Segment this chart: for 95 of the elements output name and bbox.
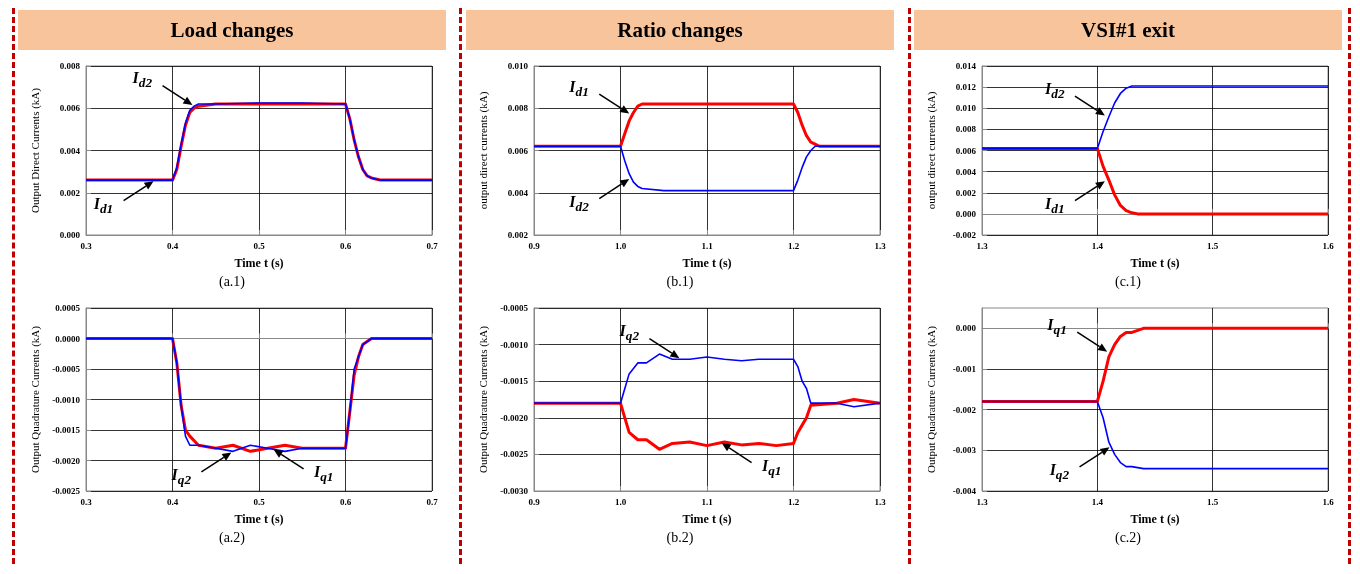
y-tick-label: 0.008	[507, 103, 529, 114]
x-tick-label: 0.6	[339, 496, 352, 507]
x-tick-label: 0.5	[253, 240, 266, 251]
y-tick-label: -0.0025	[500, 449, 529, 460]
x-tick-label: 1.4	[1091, 240, 1104, 251]
y-tick-label: -0.0010	[500, 339, 529, 350]
x-tick-label: 1.3	[976, 496, 989, 507]
annotation: I$_{d2}$	[132, 69, 153, 92]
y-tick-label: 0.006	[507, 145, 529, 156]
chart-title: Load changes	[18, 10, 446, 50]
y-tick-label: -0.004	[952, 486, 977, 496]
x-axis-title: Time t (s)	[1130, 256, 1180, 270]
y-tick-label: -0.0015	[500, 376, 529, 387]
y-tick-label: -0.0025	[52, 486, 81, 496]
y-tick-label: -0.0010	[52, 394, 81, 405]
chart-title: VSI#1 exit	[914, 10, 1342, 50]
y-tick-label: 0.002	[59, 187, 81, 198]
x-tick-label: 0.4	[166, 496, 179, 507]
y-tick-label: -0.0005	[52, 364, 81, 374]
y-tick-label: -0.002	[952, 404, 977, 415]
x-tick-label: 1.5	[1207, 496, 1219, 507]
annotation: I$_{q1}$	[761, 456, 782, 479]
y-tick-label: 0.002	[507, 230, 529, 240]
x-axis-title: Time t (s)	[234, 256, 284, 270]
annotation: I$_{d1}$	[1045, 195, 1065, 218]
x-tick-label: 1.3	[874, 240, 887, 251]
x-tick-label: 0.4	[166, 240, 179, 251]
text: (a.2)	[217, 530, 246, 546]
x-axis-title: Time t (s)	[234, 512, 284, 526]
x-tick-label: 0.6	[339, 240, 352, 251]
y-tick-label: 0.004	[955, 166, 977, 177]
y-axis-title: Output Quadrature Currents (kA)	[924, 325, 938, 473]
y-tick-label: 0.006	[59, 103, 81, 114]
y-tick-label: -0.0030	[500, 486, 529, 496]
x-tick-label: 1.1	[701, 496, 714, 507]
x-axis-title: Time t (s)	[682, 256, 732, 270]
annotation: I$_{d1}$	[569, 77, 589, 100]
y-axis-title: output direct currents (kA)	[924, 91, 938, 210]
y-tick-label: 0.0000	[55, 333, 81, 344]
y-tick-label: 0.004	[59, 145, 81, 156]
text: (b.1)	[665, 274, 695, 290]
y-tick-label: 0.0005	[55, 303, 81, 313]
x-tick-label: 1.5	[1207, 240, 1219, 251]
y-axis-title: Output Quadrature Currents (kA)	[476, 325, 490, 473]
x-axis-title: Time t (s)	[682, 512, 732, 526]
y-tick-label: 0.000	[59, 230, 81, 240]
x-tick-label: 1.6	[1322, 496, 1335, 507]
x-tick-label: 0.5	[253, 496, 266, 507]
annotation: I$_{q1}$	[313, 463, 334, 486]
x-tick-label: 1.0	[614, 240, 627, 251]
y-tick-label: -0.0020	[52, 455, 81, 466]
x-tick-label: 0.3	[80, 496, 93, 507]
x-tick-label: 0.9	[528, 240, 541, 251]
x-tick-label: 1.3	[976, 240, 989, 251]
y-tick-label: 0.012	[955, 82, 977, 93]
y-tick-label: -0.0020	[500, 412, 529, 423]
x-tick-label: 1.0	[614, 496, 627, 507]
y-tick-label: 0.008	[955, 124, 977, 135]
annotation: I$_{d2}$	[569, 192, 589, 215]
y-tick-label: -0.003	[952, 445, 977, 456]
annotation: I$_{d1}$	[93, 195, 114, 218]
text: (b.2)	[665, 530, 695, 546]
y-tick-label: -0.002	[952, 230, 977, 240]
y-tick-label: 0.002	[955, 187, 977, 198]
x-tick-label: 0.9	[528, 496, 541, 507]
y-tick-label: 0.000	[955, 208, 977, 219]
y-tick-label: 0.004	[507, 187, 529, 198]
annotation: I$_{q2}$	[1049, 461, 1070, 484]
y-tick-label: 0.006	[955, 145, 977, 156]
text: (a.1)	[217, 274, 246, 290]
text: (c.2)	[1113, 530, 1142, 546]
x-tick-label: 1.2	[787, 240, 800, 251]
y-tick-label: 0.000	[955, 323, 977, 334]
x-tick-label: 1.3	[874, 496, 887, 507]
y-tick-label: -0.001	[952, 364, 977, 374]
y-tick-label: 0.010	[507, 61, 529, 71]
x-tick-label: 0.7	[426, 496, 439, 507]
x-tick-label: 0.3	[80, 240, 93, 251]
x-tick-label: 1.1	[701, 240, 714, 251]
y-tick-label: -0.0005	[500, 303, 529, 313]
y-tick-label: 0.010	[955, 103, 977, 114]
chart-title: Ratio changes	[466, 10, 894, 50]
x-tick-label: 1.6	[1322, 240, 1335, 251]
y-axis-title: output direct currents (kA)	[476, 91, 490, 210]
x-tick-label: 1.2	[787, 496, 800, 507]
x-axis-title: Time t (s)	[1130, 512, 1180, 526]
text: (c.1)	[1113, 274, 1142, 290]
annotation: I$_{q1}$	[1047, 315, 1067, 338]
y-axis-title: Output Quadrature Currents (kA)	[28, 325, 42, 473]
x-tick-label: 1.4	[1091, 496, 1104, 507]
y-tick-label: 0.008	[59, 61, 81, 71]
y-tick-label: 0.014	[955, 61, 977, 71]
x-tick-label: 0.7	[426, 240, 439, 251]
y-tick-label: -0.0015	[52, 425, 81, 435]
y-axis-title: Output Direct Currents (kA)	[28, 87, 42, 213]
